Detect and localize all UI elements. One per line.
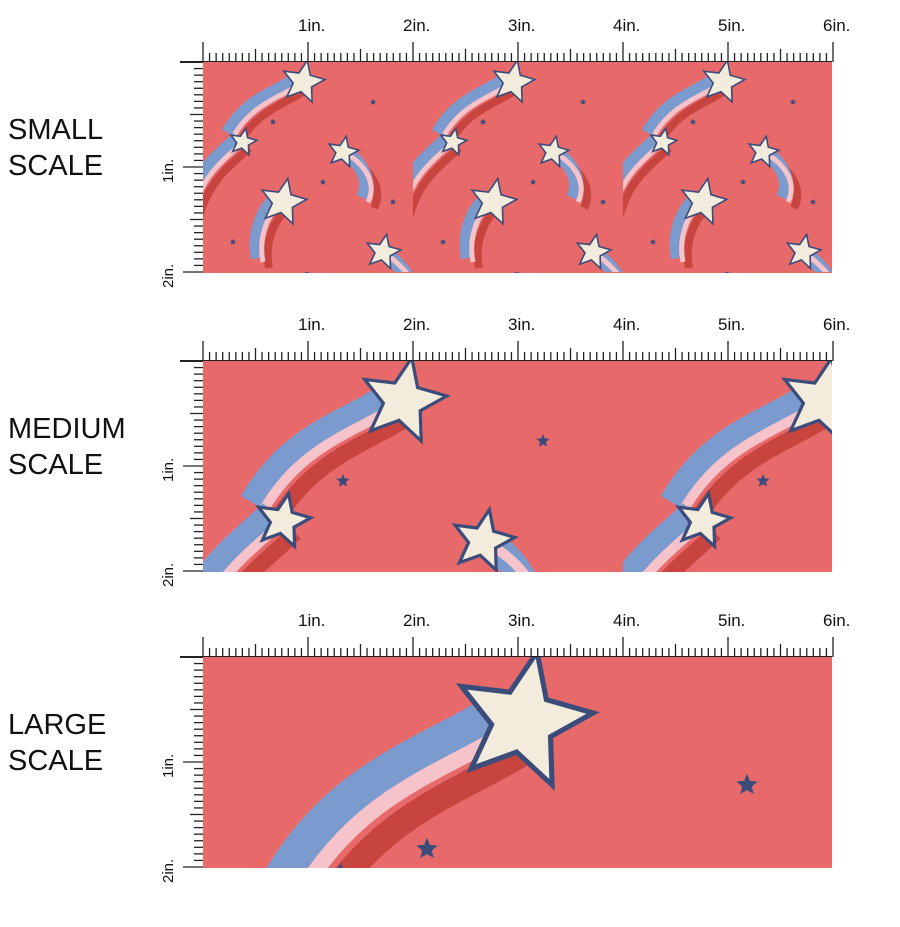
ruler-inch-label: 1in.	[298, 16, 326, 35]
ruler-inch-label: 6in.	[823, 16, 851, 35]
fabric-swatch	[203, 62, 832, 273]
scale-label: SMALL SCALE	[8, 112, 103, 184]
ruler-inch-label: 6in.	[823, 611, 851, 630]
ruler-inch-label: 3in.	[508, 611, 536, 630]
ruler-inch-label: 2in.	[403, 611, 431, 630]
ruler-inch-label: 4in.	[613, 315, 641, 334]
ruler-inch-label: 5in.	[718, 16, 746, 35]
fabric-swatch	[203, 361, 832, 572]
scale-label-text: SCALE	[8, 745, 104, 777]
scale-label-text: SCALE	[8, 150, 104, 182]
scale-label-text: LARGE	[8, 709, 107, 741]
fabric-panel	[180, 42, 834, 273]
scale-label: MEDIUM SCALE	[8, 411, 126, 483]
fabric-panel	[180, 637, 834, 868]
ruler-inch-label: 5in.	[718, 315, 746, 334]
ruler-inch-label: 6in.	[823, 315, 851, 334]
scale-label-text: MEDIUM	[8, 413, 126, 445]
ruler-inch-label: 3in.	[508, 315, 536, 334]
scale-label-text: SMALL	[8, 114, 104, 146]
ruler-inch-label: 1in.	[298, 611, 326, 630]
scale-label: LARGE SCALE	[8, 707, 106, 779]
ruler-inch-label: 2in.	[403, 315, 431, 334]
ruler-inch-label: 1in.	[298, 315, 326, 334]
ruler-inch-label: 3in.	[508, 16, 536, 35]
ruler-inch-label: 4in.	[613, 611, 641, 630]
scale-label-text: SCALE	[8, 449, 104, 481]
fabric-panel	[180, 341, 834, 572]
ruler-inch-label: 5in.	[718, 611, 746, 630]
ruler-inch-label: 2in.	[403, 16, 431, 35]
ruler-inch-label: 4in.	[613, 16, 641, 35]
fabric-swatch	[203, 657, 832, 868]
